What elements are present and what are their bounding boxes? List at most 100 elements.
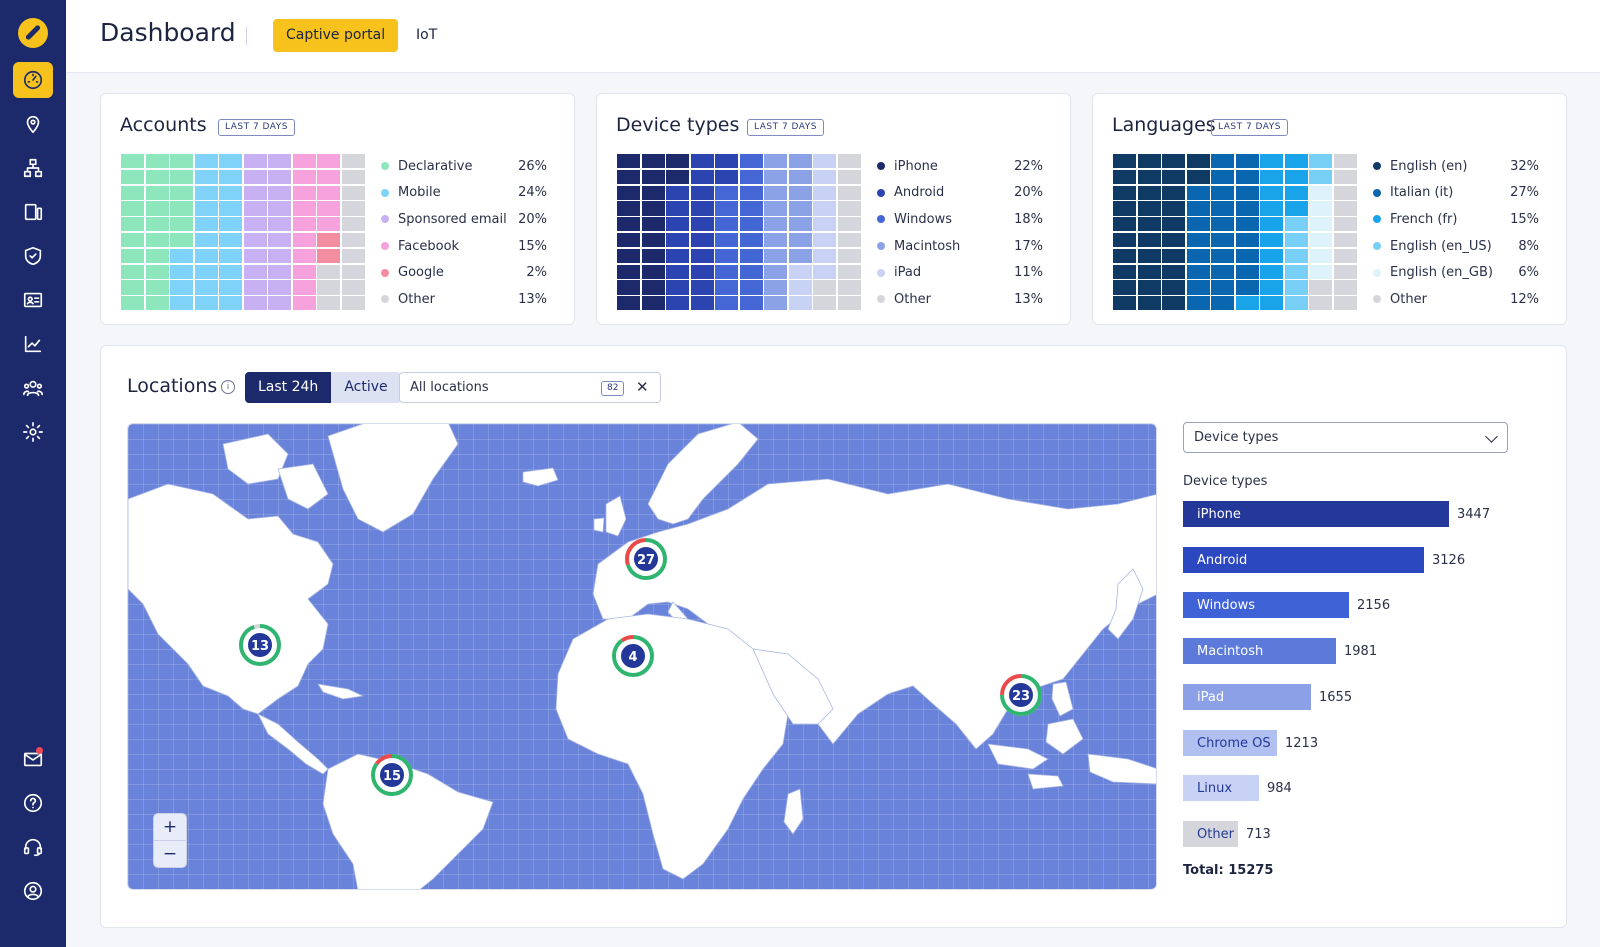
- breakdown-total: Total: 15275: [1183, 863, 1274, 878]
- legend-swatch: [381, 268, 389, 277]
- waffle-cell: [341, 280, 365, 295]
- sidebar-item-devices[interactable]: [13, 194, 53, 230]
- waffle-cell: [1137, 217, 1161, 232]
- waffle-cell: [617, 217, 640, 232]
- waffle-cell: [715, 248, 738, 264]
- bar-label: Windows: [1197, 598, 1256, 614]
- zoom-out-button[interactable]: −: [162, 844, 178, 864]
- legend-swatch: [1373, 162, 1381, 171]
- logo[interactable]: [18, 18, 48, 48]
- cluster-marker-asia[interactable]: 23: [998, 672, 1044, 718]
- bar-label: Android: [1197, 552, 1248, 568]
- waffle-cell: [690, 232, 714, 248]
- waffle-cell: [1284, 296, 1308, 311]
- locations-filter[interactable]: All locations 82 ✕: [399, 372, 661, 403]
- zoom-in-button[interactable]: +: [154, 814, 186, 841]
- sidebar-item-users[interactable]: [13, 370, 53, 406]
- waffle-cell: [317, 154, 340, 169]
- legend-swatch: [877, 268, 885, 277]
- legend-value: 26%: [518, 158, 547, 174]
- waffle-cell: [1260, 280, 1283, 295]
- legend-item: Italian (it) 27%: [1373, 180, 1539, 207]
- legend-label: English (en_US): [1390, 238, 1492, 254]
- sidebar-item-settings[interactable]: [13, 414, 53, 450]
- cluster-marker-north-africa[interactable]: 4: [610, 633, 656, 679]
- waffle-cell: [243, 280, 267, 295]
- waffle-cell: [837, 217, 861, 232]
- waffle-cell: [170, 154, 193, 169]
- waffle-cell: [1333, 185, 1357, 200]
- waffle-cell: [1235, 217, 1259, 232]
- waffle-cell: [1186, 296, 1210, 311]
- waffle-cell: [1211, 201, 1234, 216]
- waffle-cell: [268, 154, 291, 169]
- accounts-card: Accounts LAST 7 DAYS Declarative 26% Mobil…: [100, 93, 575, 325]
- legend-swatch: [877, 188, 885, 197]
- cluster-count: 23: [1007, 681, 1035, 709]
- waffle-cell: [666, 264, 689, 279]
- waffle-cell: [219, 217, 242, 232]
- tab-captive-portal[interactable]: Captive portal: [273, 19, 399, 52]
- bar-label: iPhone: [1197, 507, 1241, 522]
- waffle-cell: [837, 232, 861, 248]
- legend-value: 15%: [518, 238, 547, 254]
- waffle-cell: [788, 296, 812, 311]
- sidebar-item-identity[interactable]: [13, 282, 53, 318]
- segment-last-24h[interactable]: Last 24h: [245, 372, 332, 403]
- waffle-cell: [1113, 201, 1136, 216]
- waffle-cell: [1162, 296, 1185, 311]
- waffle-cell: [813, 201, 836, 216]
- sidebar-item-help[interactable]: [13, 785, 53, 821]
- sidebar-item-dashboard[interactable]: [13, 62, 53, 98]
- legend-label: Macintosh: [894, 238, 961, 254]
- waffle-cell: [1235, 296, 1259, 311]
- cluster-marker-north-america[interactable]: 13: [237, 622, 283, 668]
- sidebar-item-messages[interactable]: [13, 741, 53, 777]
- breakdown-select[interactable]: Device types: [1183, 422, 1508, 453]
- waffle-cell: [145, 264, 169, 279]
- world-map[interactable]: 27 13 4 23 15 + −: [127, 423, 1157, 890]
- waffle-cell: [641, 232, 665, 248]
- waffle-cell: [243, 185, 267, 200]
- sidebar-item-support[interactable]: [13, 829, 53, 865]
- waffle-cell: [1113, 217, 1136, 232]
- waffle-cell: [341, 201, 365, 216]
- bar-value: 1655: [1319, 689, 1353, 705]
- sidebar-item-security[interactable]: [13, 238, 53, 274]
- waffle-cell: [788, 169, 812, 185]
- clear-filter-icon[interactable]: ✕: [636, 378, 649, 396]
- sidebar-item-network[interactable]: [13, 150, 53, 186]
- waffle-cell: [341, 296, 365, 311]
- waffle-cell: [666, 201, 689, 216]
- waffle-cell: [1137, 201, 1161, 216]
- waffle-cell: [641, 201, 665, 216]
- waffle-cell: [121, 185, 144, 200]
- waffle-cell: [1137, 264, 1161, 279]
- gear-icon: [23, 422, 43, 442]
- waffle-cell: [739, 248, 763, 264]
- sidebar-item-analytics[interactable]: [13, 326, 53, 362]
- legend-value: 27%: [1510, 185, 1539, 201]
- sidebar-item-profile[interactable]: [13, 873, 53, 909]
- waffle-cell: [145, 185, 169, 200]
- waffle-cell: [1235, 154, 1259, 169]
- waffle-cell: [121, 296, 144, 311]
- tab-iot[interactable]: IoT: [416, 27, 438, 43]
- cluster-marker-south-america[interactable]: 15: [369, 752, 415, 798]
- cluster-marker-europe[interactable]: 27: [623, 536, 669, 582]
- info-icon[interactable]: i: [221, 380, 235, 394]
- segment-active[interactable]: Active: [331, 372, 401, 403]
- waffle-cell: [1186, 169, 1210, 185]
- legend-item: Other 13%: [877, 286, 1043, 313]
- waffle-cell: [666, 232, 689, 248]
- legend-label: Android: [894, 185, 945, 201]
- waffle-cell: [1309, 280, 1332, 295]
- waffle-cell: [1333, 232, 1357, 248]
- waffle-cell: [219, 296, 242, 311]
- legend-swatch: [381, 162, 389, 171]
- sidebar-item-locations[interactable]: [13, 106, 53, 142]
- waffle-cell: [145, 248, 169, 264]
- waffle-cell: [813, 185, 836, 200]
- waffle-cell: [1235, 232, 1259, 248]
- waffle-cell: [690, 217, 714, 232]
